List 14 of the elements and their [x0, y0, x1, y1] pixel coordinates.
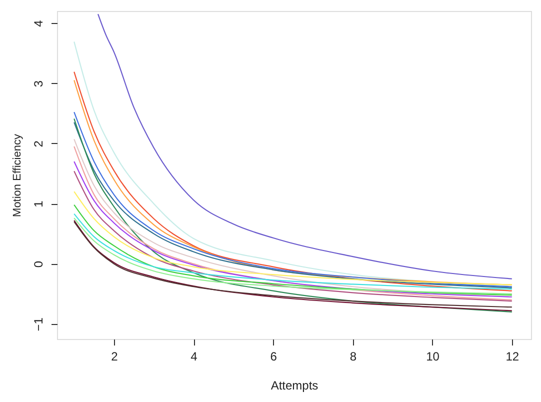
x-tick-label: 2: [111, 350, 118, 364]
x-tick-label: 8: [350, 350, 357, 364]
y-tick-label: 1: [32, 200, 46, 208]
x-tick-label: 4: [190, 350, 198, 364]
x-axis-title: Attempts: [270, 378, 318, 392]
y-tick-label: 0: [32, 260, 46, 268]
y-tick-label: 3: [32, 80, 46, 88]
y-tick-label: −1: [32, 317, 46, 332]
x-tick-label: 12: [506, 350, 520, 364]
x-tick-label: 6: [270, 350, 278, 364]
y-tick-label: 2: [32, 140, 46, 148]
y-axis-title: Motion Efficiency: [12, 134, 24, 217]
x-tick-label: 10: [426, 350, 440, 364]
y-tick-label: 4: [32, 20, 46, 27]
